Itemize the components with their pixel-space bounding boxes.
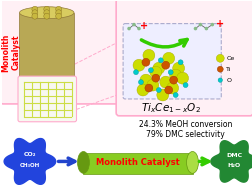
Circle shape	[170, 69, 182, 81]
Circle shape	[127, 27, 131, 30]
Circle shape	[194, 27, 197, 30]
Polygon shape	[4, 139, 56, 184]
Circle shape	[178, 60, 183, 65]
Ellipse shape	[19, 7, 74, 19]
Circle shape	[148, 68, 153, 73]
Circle shape	[138, 80, 143, 85]
Circle shape	[158, 58, 163, 63]
Circle shape	[132, 23, 136, 26]
Circle shape	[137, 27, 141, 30]
Text: H₂O: H₂O	[228, 163, 241, 168]
Circle shape	[32, 6, 38, 12]
Bar	[83, 153, 193, 174]
Text: O: O	[226, 78, 231, 83]
Circle shape	[177, 72, 188, 84]
Text: 24.3% MeOH conversion: 24.3% MeOH conversion	[139, 120, 232, 129]
Bar	[19, 13, 74, 76]
Text: DMC: DMC	[226, 153, 242, 158]
FancyBboxPatch shape	[123, 24, 221, 99]
Circle shape	[44, 10, 50, 16]
Circle shape	[56, 10, 62, 16]
Circle shape	[157, 89, 169, 101]
Circle shape	[211, 23, 214, 26]
Circle shape	[56, 13, 62, 19]
FancyBboxPatch shape	[18, 76, 77, 122]
Circle shape	[173, 62, 184, 74]
Circle shape	[156, 88, 161, 93]
Ellipse shape	[19, 70, 74, 82]
Circle shape	[32, 13, 38, 19]
Text: CO₂: CO₂	[24, 153, 36, 157]
Text: Monolith Catalyst: Monolith Catalyst	[96, 158, 180, 167]
Circle shape	[142, 58, 150, 66]
Circle shape	[133, 59, 145, 71]
Text: +: +	[216, 19, 224, 29]
FancyBboxPatch shape	[116, 0, 252, 116]
Circle shape	[160, 76, 172, 88]
Text: Ti$_x$Ce$_{1-x}$O$_2$: Ti$_x$Ce$_{1-x}$O$_2$	[141, 101, 201, 115]
Circle shape	[56, 6, 62, 12]
Circle shape	[167, 82, 179, 94]
Circle shape	[170, 76, 178, 84]
FancyArrowPatch shape	[141, 40, 187, 47]
Circle shape	[134, 70, 138, 75]
Circle shape	[143, 49, 155, 61]
Circle shape	[153, 62, 165, 74]
Text: CH₃OH: CH₃OH	[20, 163, 40, 168]
Text: 79% DMC selectivity: 79% DMC selectivity	[146, 130, 225, 139]
Circle shape	[218, 78, 223, 82]
Circle shape	[44, 6, 50, 12]
Circle shape	[199, 23, 202, 26]
Circle shape	[205, 27, 208, 30]
Circle shape	[32, 10, 38, 16]
Circle shape	[44, 13, 50, 19]
Circle shape	[152, 74, 160, 82]
Text: Ti: Ti	[226, 67, 232, 72]
Circle shape	[163, 52, 175, 64]
Circle shape	[162, 61, 170, 69]
Text: Ce: Ce	[226, 56, 234, 61]
Polygon shape	[211, 141, 252, 182]
Circle shape	[183, 83, 188, 88]
Text: +: +	[140, 21, 148, 31]
Text: Monolith
Catalyst: Monolith Catalyst	[1, 33, 21, 72]
Circle shape	[165, 86, 173, 94]
Circle shape	[150, 66, 162, 78]
Circle shape	[140, 74, 152, 86]
Circle shape	[173, 93, 178, 98]
FancyBboxPatch shape	[0, 0, 120, 104]
Circle shape	[137, 84, 149, 96]
Ellipse shape	[78, 152, 89, 173]
Circle shape	[145, 84, 153, 92]
Circle shape	[217, 66, 223, 72]
Circle shape	[168, 70, 173, 75]
Circle shape	[147, 79, 159, 91]
Circle shape	[216, 54, 224, 62]
Ellipse shape	[186, 152, 199, 173]
